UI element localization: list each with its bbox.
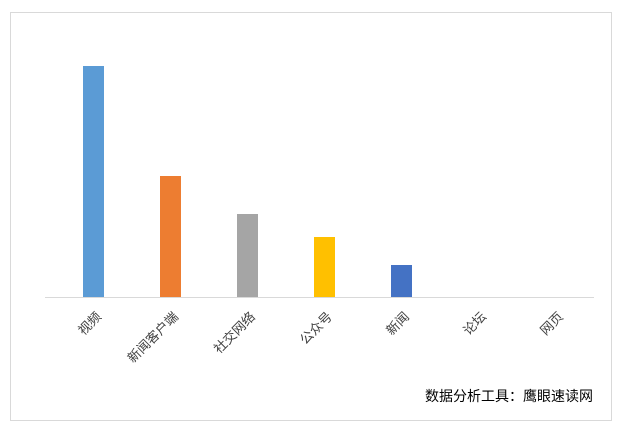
bar bbox=[391, 265, 412, 297]
bar bbox=[160, 176, 181, 297]
bar bbox=[83, 66, 104, 297]
bar bbox=[314, 237, 335, 297]
annotation: 数据分析工具：鹰眼速读网 bbox=[425, 388, 593, 405]
bar bbox=[237, 214, 258, 297]
chart-border bbox=[10, 12, 612, 421]
